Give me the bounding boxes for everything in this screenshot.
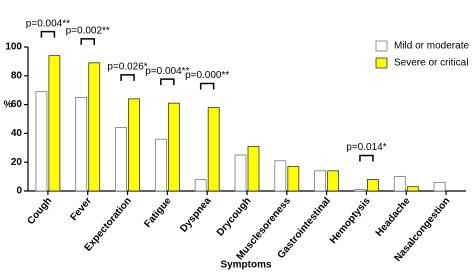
- legend-label: Mild or moderate: [394, 41, 469, 52]
- x-tick-label: Drycough: [215, 196, 253, 239]
- bar: [207, 107, 220, 192]
- y-tick-label: 40: [11, 128, 23, 139]
- significance-bracket: [359, 154, 374, 162]
- x-tick-label: Cough: [25, 196, 54, 227]
- bar: [128, 98, 140, 192]
- x-tick-label: Fever: [68, 195, 94, 223]
- bar: [247, 145, 260, 192]
- bar: [406, 186, 419, 192]
- annotation: p=0.004**: [26, 18, 70, 29]
- bar: [393, 176, 406, 192]
- bar: [367, 179, 379, 192]
- bar: [35, 91, 48, 192]
- legend-label: Severe or critical: [394, 58, 468, 69]
- significance-bracket: [199, 82, 215, 90]
- bar: [194, 179, 207, 192]
- y-tick-label: 80: [11, 70, 23, 81]
- bar: [354, 189, 366, 192]
- y-tick-label: 20: [11, 157, 23, 168]
- bar: [154, 138, 167, 192]
- y-tick-label: 60: [11, 99, 23, 110]
- annotation: p=0.000**: [185, 70, 229, 81]
- bar: [314, 170, 327, 192]
- bar: [115, 127, 127, 192]
- x-tick-label: Hemoptysis: [328, 195, 373, 246]
- legend-swatch: [375, 40, 388, 52]
- bar: [234, 154, 247, 192]
- bar: [327, 170, 340, 192]
- significance-bracket: [80, 38, 95, 45]
- bar: [75, 97, 88, 192]
- significance-bracket: [40, 30, 56, 38]
- bar: [274, 160, 287, 192]
- significance-bracket: [160, 78, 175, 86]
- x-tick-label: Fatigue: [142, 195, 174, 230]
- annotation: p=0.026*: [107, 61, 147, 72]
- annotation: p=0.002**: [66, 25, 110, 36]
- x-tick-label: Dyspnea: [178, 195, 214, 234]
- bar: [48, 55, 61, 192]
- y-tick-label: 0: [16, 186, 22, 197]
- bar: [287, 166, 300, 192]
- x-tick-label: Headache: [374, 195, 413, 239]
- x-axis-label: Symptoms: [220, 260, 272, 271]
- y-axis-label: %: [4, 100, 13, 111]
- legend-swatch: [375, 57, 388, 69]
- significance-bracket: [120, 74, 135, 81]
- annotation: p=0.014*: [346, 142, 386, 153]
- bar: [88, 62, 101, 192]
- bar: [433, 181, 446, 192]
- y-tick-label: 100: [5, 42, 22, 53]
- bar: [167, 102, 180, 192]
- annotation: p=0.004**: [145, 66, 189, 77]
